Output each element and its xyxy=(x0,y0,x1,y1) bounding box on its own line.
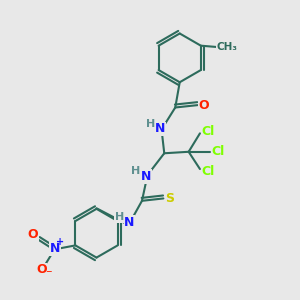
Text: ⁻: ⁻ xyxy=(45,268,52,281)
Text: N: N xyxy=(141,170,151,183)
Text: O: O xyxy=(199,99,209,112)
Text: N: N xyxy=(124,216,135,229)
Text: S: S xyxy=(165,192,174,205)
Text: H: H xyxy=(146,118,155,128)
Text: O: O xyxy=(28,228,38,241)
Text: CH₃: CH₃ xyxy=(217,42,238,52)
Text: Cl: Cl xyxy=(201,165,214,178)
Text: Cl: Cl xyxy=(201,125,214,138)
Text: N: N xyxy=(155,122,166,135)
Text: Cl: Cl xyxy=(212,145,225,158)
Text: N: N xyxy=(50,242,60,255)
Text: H: H xyxy=(131,166,141,176)
Text: +: + xyxy=(56,236,64,247)
Text: O: O xyxy=(36,263,46,276)
Text: H: H xyxy=(115,212,124,222)
